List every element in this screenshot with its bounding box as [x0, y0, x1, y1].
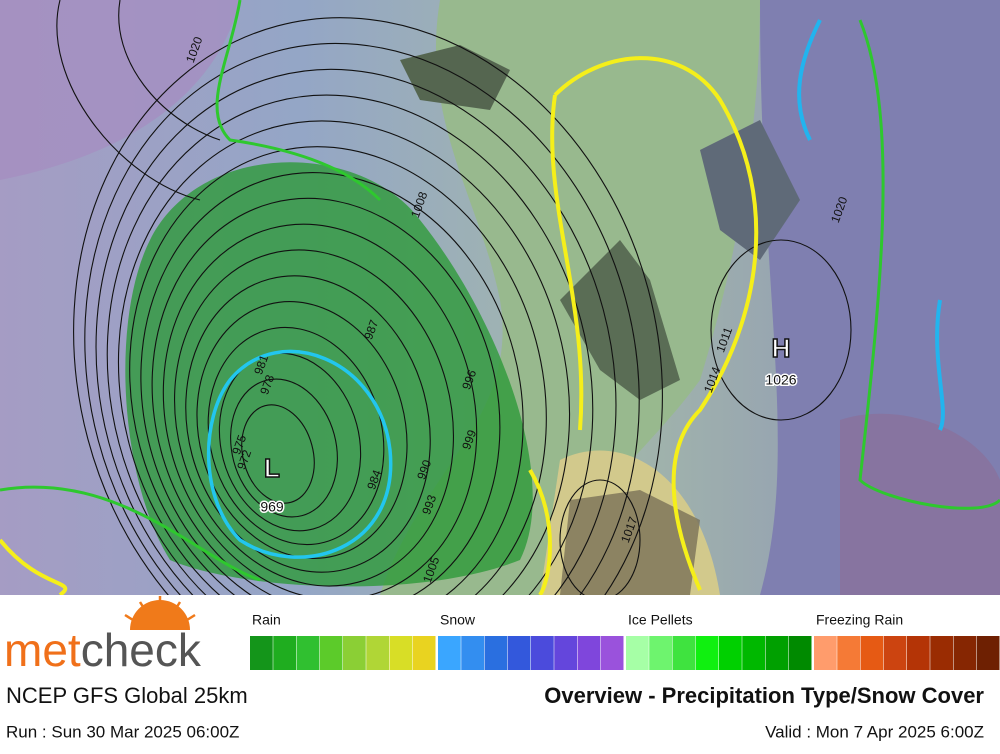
- temperature-line: [0, 0, 1000, 582]
- logo-text: metcheck: [4, 624, 202, 676]
- isobar: [185, 275, 431, 573]
- legend-swatch: [296, 636, 320, 670]
- legend-swatch: [461, 636, 484, 670]
- run-time: Run : Sun 30 Mar 2025 06:00Z: [6, 722, 239, 741]
- legend-swatch: [389, 636, 413, 670]
- isobar: [173, 249, 455, 587]
- legend-swatch: [577, 636, 601, 670]
- high-value: 1026: [765, 372, 796, 388]
- low-letter: L: [264, 453, 280, 483]
- isobar-label: 993: [419, 493, 439, 517]
- precip-rain: [125, 162, 533, 587]
- logo-sun: [124, 596, 196, 630]
- snow-line: [206, 349, 393, 559]
- legend-swatch: [907, 636, 930, 670]
- legend-swatch: [953, 636, 977, 670]
- map-title: Overview - Precipitation Type/Snow Cover: [544, 683, 984, 708]
- legend-swatch: [626, 636, 649, 670]
- isobar-label: 972: [234, 448, 254, 472]
- legend-swatch: [438, 636, 461, 670]
- legend-swatch: [600, 636, 624, 670]
- isobar: [230, 378, 338, 518]
- legend-swatch: [649, 636, 672, 670]
- high-centre: H 1026: [764, 332, 798, 389]
- legend-swatch: [531, 636, 554, 670]
- high-letter: H: [772, 333, 791, 363]
- land-iberia: [560, 490, 700, 595]
- logo-met: met: [4, 624, 81, 676]
- model-name: NCEP GFS Global 25km: [6, 683, 248, 708]
- legend-label: Snow: [440, 612, 476, 628]
- isobar-label: 975: [229, 433, 249, 457]
- isobar: [241, 404, 315, 504]
- legend-swatch: [860, 636, 884, 670]
- legend-swatch: [343, 636, 366, 670]
- legend-swatch: [976, 636, 1000, 670]
- legend-swatch: [366, 636, 389, 670]
- legend: Rain Snow Ice Pellets Freezing Rain: [250, 612, 1000, 670]
- legend-label: Ice Pellets: [628, 612, 693, 628]
- legend-swatch: [507, 636, 531, 670]
- legend-label: Rain: [252, 612, 281, 628]
- isobar-label: 990: [414, 458, 434, 482]
- isobar-label: 981: [251, 353, 271, 377]
- low-value: 969: [260, 499, 284, 515]
- isobar-label: 999: [459, 428, 479, 452]
- legend-swatch: [719, 636, 742, 670]
- legend-swatch: [319, 636, 343, 670]
- freezing-line: [0, 468, 552, 597]
- snow-line: [797, 19, 945, 431]
- isobar: [196, 301, 408, 559]
- land-scandinavia: [700, 120, 800, 260]
- legend-swatch: [742, 636, 765, 670]
- legend-swatch: [765, 636, 789, 670]
- isobar-label: 987: [361, 318, 381, 342]
- isobar-label: 996: [459, 368, 479, 392]
- logo: metcheck: [4, 596, 202, 676]
- legend-swatch: [250, 636, 273, 670]
- legend-swatch: [484, 636, 508, 670]
- isobar-label: 984: [364, 468, 384, 492]
- land-uk: [560, 240, 680, 400]
- legend-swatch: [788, 636, 812, 670]
- legend-swatch: [814, 636, 837, 670]
- low-centre: L 969: [259, 452, 286, 516]
- snow-cover: [0, 0, 240, 180]
- valid-time: Valid : Mon 7 Apr 2025 6:00Z: [765, 722, 984, 741]
- legend-swatch: [930, 636, 953, 670]
- legend-swatch: [412, 636, 436, 670]
- legend-swatch: [883, 636, 907, 670]
- legend-swatch: [554, 636, 577, 670]
- freezing-line: [550, 56, 759, 591]
- legend-swatch: [837, 636, 860, 670]
- legend-swatch: [672, 636, 696, 670]
- isobar-label: 978: [257, 373, 277, 397]
- isobar: [710, 239, 852, 421]
- isobar: [56, 0, 221, 201]
- legend-label: Freezing Rain: [816, 612, 903, 628]
- logo-check: check: [81, 624, 202, 676]
- legend-swatch: [273, 636, 296, 670]
- legend-swatch: [695, 636, 719, 670]
